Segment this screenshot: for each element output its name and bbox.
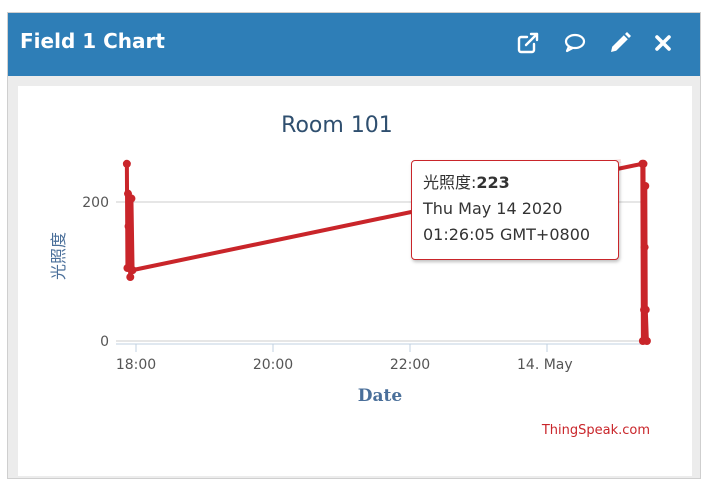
tooltip-label: 光照度: xyxy=(423,173,477,192)
tooltip-time: 01:26:05 GMT+0800 xyxy=(423,225,591,244)
data-point[interactable] xyxy=(122,159,131,168)
x-tick-label: 18:00 xyxy=(116,357,156,373)
chart-panel: Room 101 0 200 18:00 20:00 22:00 14. May 光照度… xyxy=(18,86,692,476)
x-tick-label: 14. May xyxy=(517,357,573,373)
line-chart: Room 101 0 200 18:00 20:00 22:00 14. May 光照度… xyxy=(49,113,651,406)
data-point[interactable] xyxy=(126,273,135,282)
chart-title: Room 101 xyxy=(281,113,393,138)
comment-icon[interactable] xyxy=(563,31,587,55)
widget-title: Field 1 Chart xyxy=(20,29,165,53)
data-point[interactable] xyxy=(641,182,650,191)
x-tick-label: 20:00 xyxy=(253,357,293,373)
data-point[interactable] xyxy=(641,305,650,314)
credit-link[interactable]: ThingSpeak.com xyxy=(541,423,650,438)
data-point[interactable] xyxy=(639,159,648,168)
y-tick-label: 200 xyxy=(82,195,109,211)
x-axis-label: Date xyxy=(358,386,403,406)
widget-header: Field 1 Chart xyxy=(8,13,700,76)
data-point[interactable] xyxy=(124,222,133,231)
tooltip-date: Thu May 14 2020 xyxy=(423,199,563,218)
x-tick-label: 22:00 xyxy=(390,357,430,373)
x-axis-ticks: 18:00 20:00 22:00 14. May xyxy=(116,344,573,373)
chart-widget: Field 1 Chart Room 101 xyxy=(7,12,701,479)
chart-tooltip: 光照度:223 Thu May 14 2020 01:26:05 GMT+080… xyxy=(411,160,619,260)
data-point[interactable] xyxy=(642,337,651,345)
data-point[interactable] xyxy=(127,194,136,203)
pencil-icon[interactable] xyxy=(608,31,632,55)
external-link-icon[interactable] xyxy=(516,31,540,55)
data-point[interactable] xyxy=(128,266,137,275)
y-axis-ticks: 0 200 xyxy=(82,195,109,350)
tooltip-value: 223 xyxy=(476,173,510,192)
series-1 xyxy=(122,159,651,345)
data-point[interactable] xyxy=(640,243,649,252)
y-axis-label: 光照度 xyxy=(49,232,68,280)
y-tick-label: 0 xyxy=(100,334,109,350)
close-icon[interactable] xyxy=(651,31,675,55)
